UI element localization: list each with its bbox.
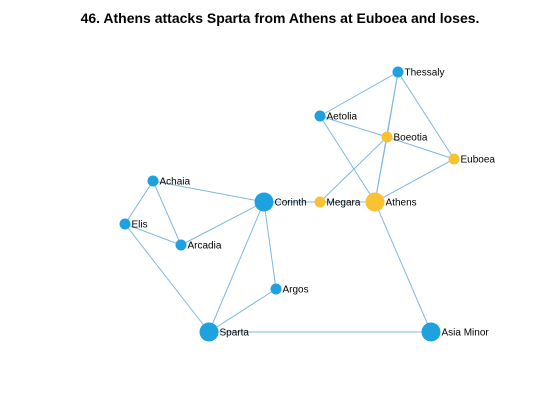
edge-argos-sparta	[208, 288, 277, 333]
node-label-corinth: Corinth	[275, 198, 307, 209]
node-label-aetolia: Aetolia	[327, 112, 358, 123]
edge-corinth-arcadia	[180, 201, 265, 246]
node-label-euboea: Euboea	[461, 155, 496, 166]
node-boeotia	[381, 131, 393, 143]
node-sparta	[199, 322, 219, 342]
node-layer: Thessaly Aetolia Boeotia Euboea Achaia Corint…	[119, 66, 496, 342]
edge-athens-asia_minor	[374, 201, 432, 333]
node-label-boeotia: Boeotia	[394, 133, 428, 144]
node-corinth	[254, 192, 274, 212]
node-label-megara: Megara	[327, 198, 361, 209]
edge-boeotia-megara	[319, 136, 388, 203]
edge-thessaly-euboea	[397, 71, 455, 160]
node-argos	[270, 283, 282, 295]
edge-aetolia-athens	[319, 115, 376, 203]
edge-corinth-argos	[263, 201, 277, 290]
edge-achaia-corinth	[152, 180, 265, 203]
node-achaia	[147, 175, 159, 187]
edge-boeotia-athens	[374, 136, 388, 203]
graph-title: 46. Athens attacks Sparta from Athens at…	[80, 10, 480, 26]
node-label-thessaly: Thessaly	[405, 68, 445, 79]
node-megara	[314, 196, 326, 208]
node-asia_minor	[421, 322, 441, 342]
edge-euboea-athens	[374, 158, 455, 203]
node-arcadia	[175, 239, 187, 251]
edge-aetolia-boeotia	[319, 115, 388, 138]
edge-boeotia-euboea	[386, 136, 455, 160]
node-euboea	[448, 153, 460, 165]
edge-elis-sparta	[124, 223, 210, 333]
edge-elis-arcadia	[124, 223, 182, 246]
edge-achaia-arcadia	[152, 180, 182, 246]
node-thessaly	[392, 66, 404, 78]
node-label-asia_minor: Asia Minor	[442, 328, 490, 339]
node-label-arcadia: Arcadia	[188, 241, 222, 252]
node-label-argos: Argos	[283, 285, 309, 296]
node-label-achaia: Achaia	[160, 177, 191, 188]
node-label-elis: Elis	[132, 220, 148, 231]
edge-corinth-sparta	[208, 201, 265, 333]
edge-achaia-elis	[124, 180, 154, 225]
edge-thessaly-aetolia	[319, 71, 399, 117]
node-label-sparta: Sparta	[220, 328, 250, 339]
node-aetolia	[314, 110, 326, 122]
node-label-athens: Athens	[386, 198, 417, 209]
node-elis	[119, 218, 131, 230]
node-athens	[365, 192, 385, 212]
